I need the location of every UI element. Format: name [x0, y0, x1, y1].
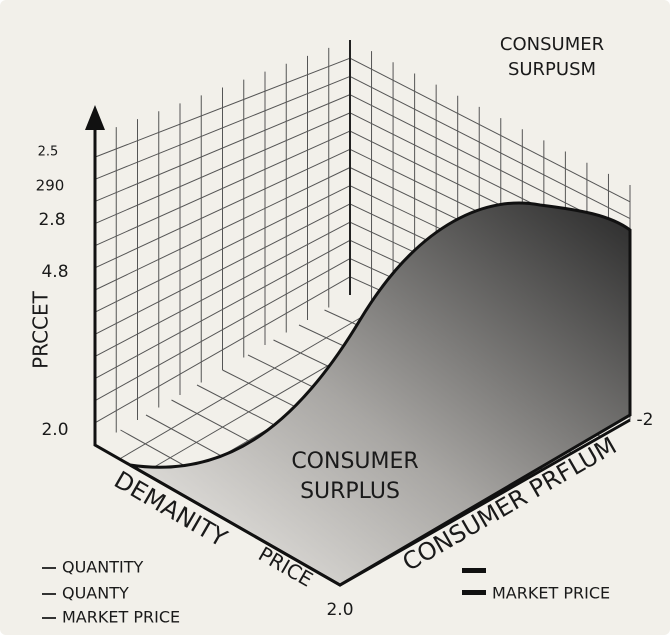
y-tick-label: 2.0 [41, 420, 68, 440]
y-tick-label: 290 [36, 177, 65, 195]
surface-label: CONSUMER [291, 449, 418, 474]
y-tick-label: 2.5 [38, 145, 59, 160]
grid-line [94, 94, 351, 202]
grid-line [94, 185, 351, 313]
grid-line [119, 307, 379, 460]
grid-line [94, 258, 351, 402]
legend-label: MARKET PRICE [62, 608, 180, 627]
axis-label: 2.0 [326, 600, 353, 620]
axis-label: -2 [637, 410, 654, 430]
grid-line [94, 57, 351, 158]
surface-label: SURPLUS [300, 479, 400, 504]
legend-swatch [462, 590, 486, 595]
grid-line [94, 203, 351, 335]
grid-line [94, 276, 351, 424]
grid-line [94, 112, 351, 225]
grid-line [94, 221, 351, 357]
y-arrow [85, 105, 105, 130]
y-axis-label: PRCCET [29, 290, 53, 369]
y-tick-label: 2.8 [38, 210, 65, 230]
grid-line [94, 148, 351, 269]
grid-line [94, 167, 351, 291]
title: SURPUSM [508, 59, 596, 80]
legend-label: MARKET PRICE [492, 584, 610, 603]
surface [129, 201, 632, 587]
grid-line [349, 75, 631, 220]
grid-line [94, 75, 351, 180]
y-tick-label: 4.8 [41, 262, 68, 282]
grid-line [94, 130, 351, 247]
grid-line [94, 239, 351, 380]
grid-line [349, 57, 631, 203]
legend-swatch [462, 568, 486, 573]
legend-label: QUANTY [62, 584, 129, 603]
axes-frame [93, 135, 631, 587]
title: CONSUMER [500, 34, 604, 55]
legend-label: QUANTITY [62, 558, 143, 577]
